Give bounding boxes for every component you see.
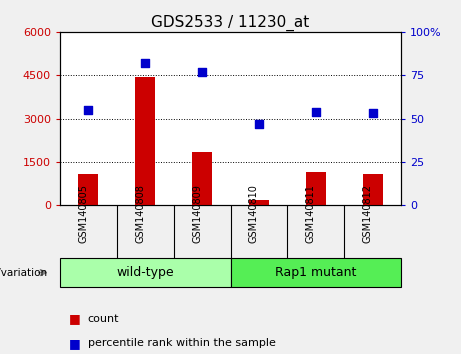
Text: GSM140808: GSM140808 (135, 184, 145, 243)
Title: GDS2533 / 11230_at: GDS2533 / 11230_at (151, 14, 310, 30)
Text: count: count (88, 314, 119, 324)
Text: GSM140809: GSM140809 (192, 184, 202, 243)
Text: genotype/variation: genotype/variation (0, 268, 51, 278)
Point (142, 60, 149, 66)
Point (369, 110, 376, 116)
Bar (363, 173, 383, 205)
Bar (192, 152, 212, 205)
Point (198, 69, 206, 75)
Bar (78, 173, 98, 205)
Bar (60, 258, 230, 287)
Text: Rap1 mutant: Rap1 mutant (275, 266, 356, 279)
Text: ■: ■ (69, 337, 81, 350)
Text: GSM140811: GSM140811 (306, 184, 316, 243)
Text: GSM140810: GSM140810 (249, 184, 259, 243)
Text: wild-type: wild-type (116, 266, 174, 279)
Text: GSM140805: GSM140805 (78, 184, 89, 243)
Point (255, 121, 263, 127)
Bar (306, 172, 326, 205)
Text: ■: ■ (69, 312, 81, 325)
Text: GSM140812: GSM140812 (363, 184, 372, 243)
Point (85, 107, 92, 113)
Point (312, 109, 319, 114)
Bar (249, 200, 269, 205)
Text: percentile rank within the sample: percentile rank within the sample (88, 338, 276, 348)
Bar (230, 258, 401, 287)
Bar (135, 77, 155, 205)
